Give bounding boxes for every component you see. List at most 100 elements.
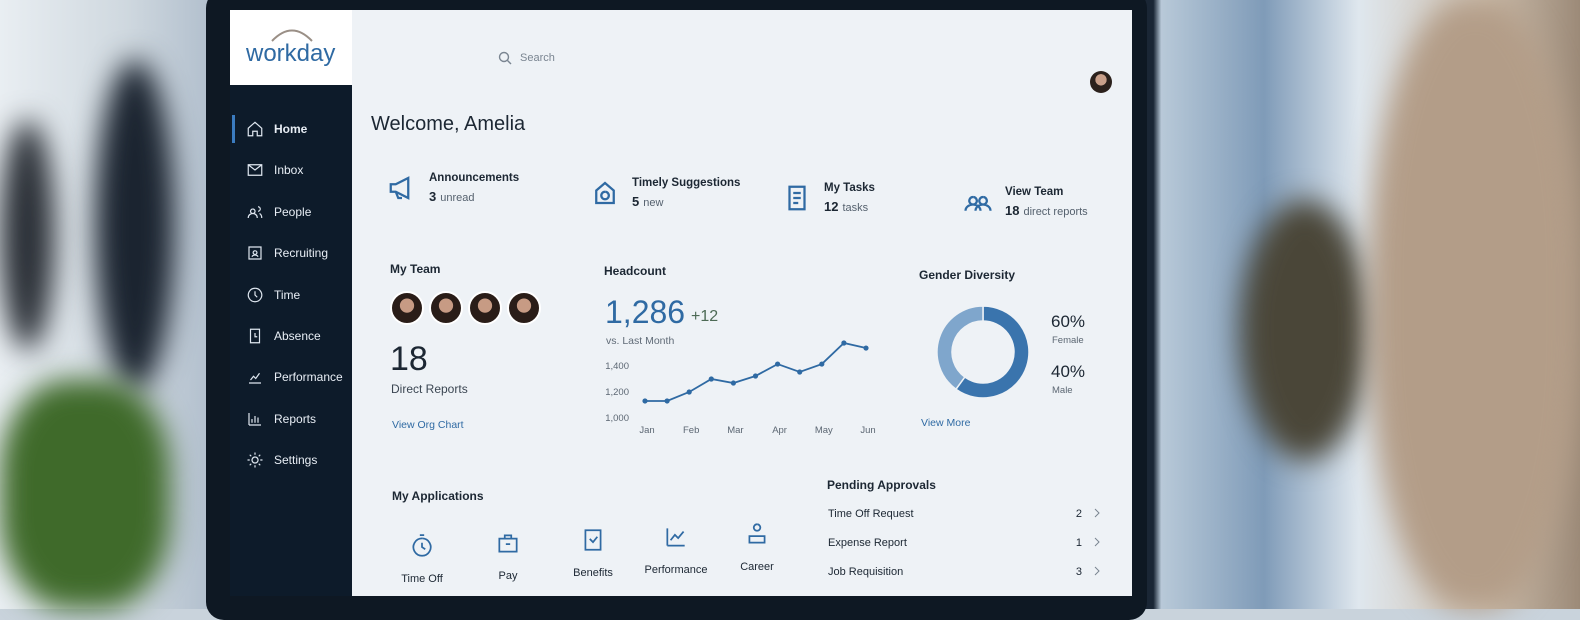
approval-right: 3 — [1076, 566, 1100, 579]
nav-label: People — [274, 204, 312, 219]
nav-item[interactable]: People — [246, 198, 350, 226]
nav-item[interactable]: Home — [246, 115, 350, 143]
nav-item[interactable]: Settings — [246, 446, 350, 474]
point — [775, 361, 781, 367]
nav-item[interactable]: Reports — [246, 405, 350, 433]
section-title: My Applications — [392, 489, 484, 503]
card-title: Timely Suggestions — [632, 177, 741, 189]
card-title: View Team — [1005, 186, 1064, 198]
nav-label: Recruiting — [274, 246, 329, 261]
icon — [584, 529, 602, 551]
application-label: Performance — [644, 564, 708, 576]
card-text: Announcements 3 unread — [429, 172, 519, 204]
headcount-line — [645, 342, 867, 402]
icon — [247, 205, 263, 218]
application[interactable]: Career — [717, 521, 797, 573]
y-tick-label: 1,200 — [605, 387, 629, 398]
summary-card[interactable]: View Team 18 direct reports — [963, 186, 1088, 218]
approval-row[interactable]: Job Requisition 3 — [828, 566, 1100, 579]
team-avatar[interactable] — [507, 291, 541, 325]
summary-card[interactable]: Timely Suggestions 5 new — [590, 177, 740, 209]
chevron-icon — [1094, 566, 1100, 576]
search[interactable]: Search — [498, 51, 555, 65]
nav-label: Performance — [274, 370, 343, 385]
icon — [412, 534, 432, 557]
card-text: View Team 18 direct reports — [1005, 186, 1088, 218]
icon — [666, 528, 685, 547]
approval-right: 1 — [1076, 537, 1100, 550]
approval-name: Job Requisition — [828, 566, 904, 578]
nav-item[interactable]: Performance — [246, 363, 350, 391]
team-avatar[interactable] — [390, 291, 424, 325]
point — [730, 380, 737, 386]
team-avatar[interactable] — [429, 291, 463, 325]
x-tick-label: Apr — [772, 425, 787, 436]
screen: workday Search Home Inbox People Recruiting… — [230, 10, 1132, 596]
icon — [748, 523, 766, 544]
nav-item[interactable]: Recruiting — [246, 239, 350, 267]
icon — [248, 412, 261, 426]
card-count: 5 — [632, 194, 640, 209]
icon — [247, 121, 263, 137]
application-label: Career — [740, 561, 774, 573]
application[interactable]: Benefits — [553, 527, 633, 579]
card-stat: 5 new — [632, 194, 740, 209]
blurred-person — [95, 60, 175, 390]
nav-item[interactable]: Time — [246, 281, 350, 309]
plant — [0, 380, 170, 609]
approval-row[interactable]: Expense Report 1 — [828, 537, 1100, 550]
icon — [247, 287, 263, 302]
point — [819, 361, 825, 367]
view-more-link[interactable]: View More — [921, 417, 971, 429]
donut-legend: Male — [1052, 385, 1073, 396]
point — [642, 398, 648, 404]
search-icon — [498, 51, 512, 65]
application-label: Time Off — [401, 573, 443, 585]
icon — [595, 181, 615, 205]
chevron-icon — [1094, 508, 1100, 518]
card-unit: unread — [440, 192, 475, 204]
welcome: Welcome, Amelia — [371, 113, 526, 135]
summary-card[interactable]: Announcements 3 unread — [387, 172, 519, 204]
nav-item[interactable]: Inbox — [246, 156, 350, 184]
card-title: Announcements — [429, 172, 520, 184]
chevron — [1094, 566, 1100, 579]
section-title: My Team — [390, 262, 441, 276]
user-avatar[interactable] — [1090, 71, 1112, 93]
nav-label: Inbox — [274, 163, 304, 178]
icon — [248, 246, 262, 260]
card-count: 18 — [1005, 203, 1020, 218]
icon — [247, 452, 263, 468]
team-avatar[interactable] — [468, 291, 502, 325]
y-tick-label: 1,400 — [605, 361, 629, 372]
x-tick-label: Jun — [860, 425, 875, 436]
nav-label: Time — [274, 287, 301, 302]
application[interactable]: Pay — [468, 530, 548, 582]
approval-count: 3 — [1075, 566, 1082, 578]
nav-item[interactable]: Absence — [246, 322, 350, 350]
summary-card[interactable]: My Tasks 12 tasks — [782, 182, 875, 214]
section-title: Pending Approvals — [827, 478, 936, 492]
application[interactable]: Time Off — [382, 533, 462, 585]
x-tick-label: Feb — [683, 425, 699, 436]
approval-row[interactable]: Time Off Request 2 — [828, 508, 1100, 521]
card-unit: tasks — [842, 202, 869, 214]
icon — [498, 534, 518, 553]
blurred-person — [0, 120, 55, 350]
application[interactable]: Performance — [636, 524, 716, 576]
blurred-person — [1240, 200, 1370, 460]
approval-name: Time Off Request — [828, 508, 914, 520]
card-stat: 18 direct reports — [1005, 203, 1088, 218]
icon — [964, 195, 992, 211]
org-chart-link[interactable]: View Org Chart — [392, 419, 464, 431]
nav-label: Home — [274, 122, 308, 136]
team-count: 18 — [390, 340, 428, 378]
viewer-shoulder — [1370, 0, 1580, 609]
headcount-change: +12 — [691, 308, 719, 325]
point — [686, 389, 692, 395]
card-count: 3 — [429, 189, 437, 204]
logo-text: workday — [246, 40, 336, 67]
card-stat: 12 tasks — [824, 199, 875, 214]
approval-right: 2 — [1076, 508, 1100, 521]
